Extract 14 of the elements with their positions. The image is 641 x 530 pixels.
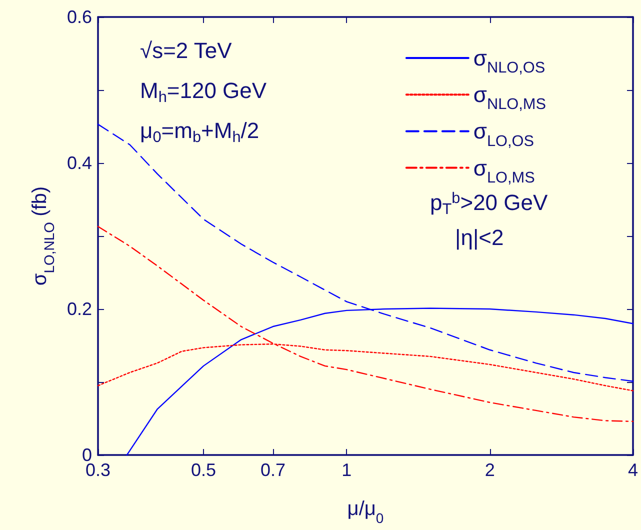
x-tick-label: 2 [484,460,495,480]
x-tick-label: 4 [628,460,638,480]
annotation: p$_{T}$$^{b}$>20 GeV [430,190,548,218]
annotation: √s=2 TeV [140,38,232,64]
x-tick-label: 0.7 [260,460,286,480]
annotation: μ$_{0}$=m$_{b}$+M$_{h}$/2 [140,118,260,146]
x-tick-label: 1 [342,460,352,480]
y-tick-label: 0.2 [66,299,92,319]
y-axis-title: σLO,NLO (fb) [29,186,57,286]
y-tick-label: 0.6 [66,7,92,27]
annotation: M$_{h}$=120 GeV [140,78,267,106]
x-tick-label: 0.5 [190,460,216,480]
y-tick-label: 0.4 [66,153,92,173]
annotation: |η|<2 [455,225,504,251]
